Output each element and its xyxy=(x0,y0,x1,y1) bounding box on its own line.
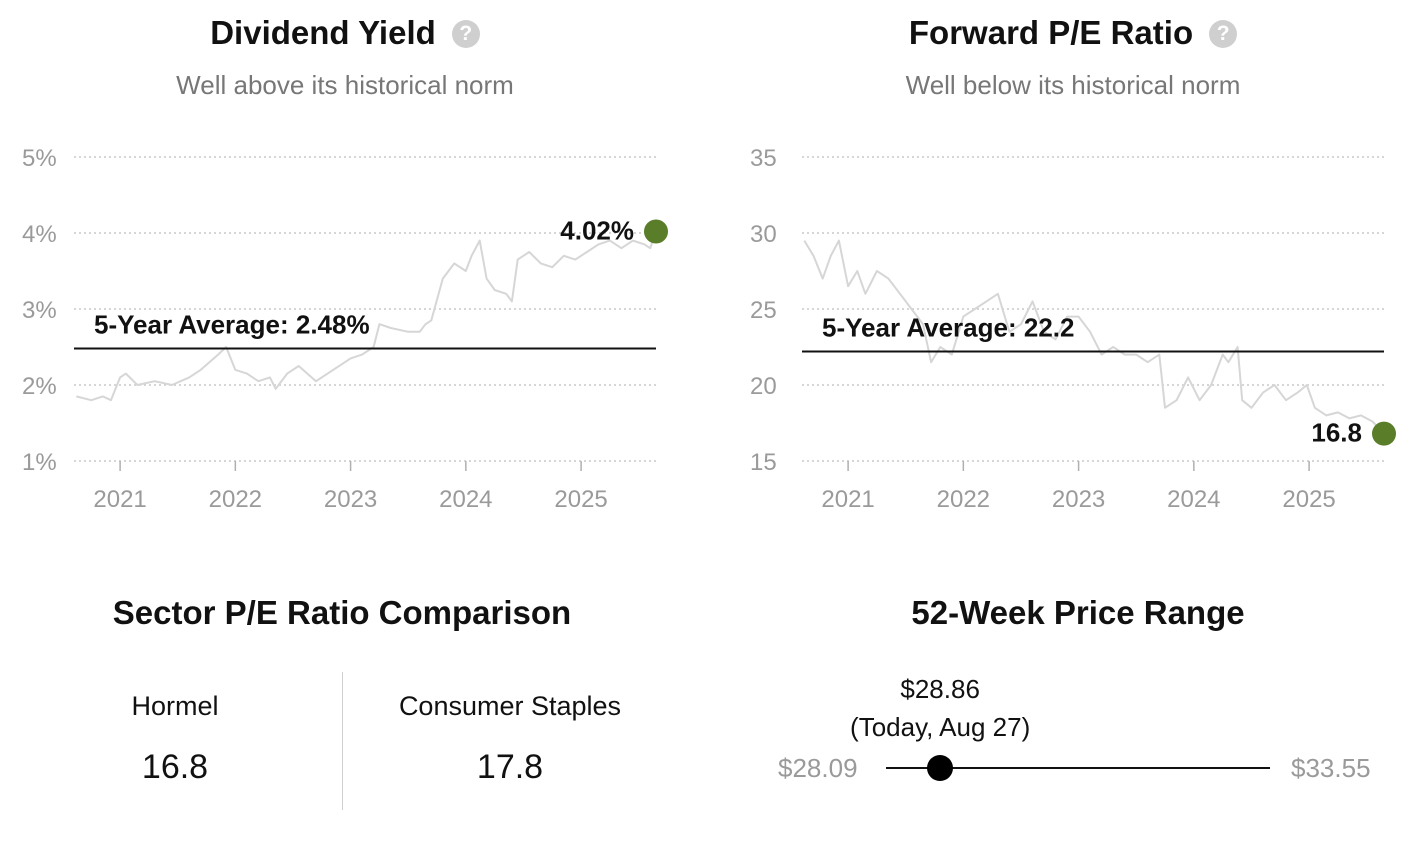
x-tick-label: 2021 xyxy=(821,486,874,513)
sector-pe-title: Sector P/E Ratio Comparison xyxy=(112,594,572,631)
range-track xyxy=(886,767,1270,769)
y-tick-label: 25 xyxy=(750,297,777,324)
price-range-title: 52-Week Price Range xyxy=(911,594,1245,631)
dividend-yield-title: Dividend Yield? xyxy=(0,14,690,52)
range-current-date: (Today, Aug 27) xyxy=(850,712,1031,742)
y-tick-label: 4% xyxy=(22,221,57,248)
x-tick-label: 2022 xyxy=(937,486,990,513)
y-tick-label: 5% xyxy=(22,145,57,172)
sector-left-value: 16.8 xyxy=(141,748,209,786)
dividend-yield-subtitle: Well above its historical norm xyxy=(176,70,514,100)
question-circle-icon[interactable]: ? xyxy=(451,20,480,48)
series-line xyxy=(76,231,657,402)
current-value-label: 4.02% xyxy=(560,215,634,245)
range-low-price: $28.09 xyxy=(778,753,858,783)
dividend-yield-title-text: Dividend Yield xyxy=(210,14,436,51)
sector-right-label: Consumer Staples xyxy=(398,691,622,721)
y-tick-label: 20 xyxy=(750,373,777,400)
x-tick-label: 2025 xyxy=(554,486,607,513)
average-label: 5-Year Average: 22.2 xyxy=(822,313,1074,343)
x-tick-label: 2025 xyxy=(1282,486,1335,513)
current-value-dot xyxy=(1372,421,1396,446)
y-tick-label: 15 xyxy=(750,449,777,476)
x-tick-label: 2024 xyxy=(1167,486,1220,513)
sector-left-label: Hormel xyxy=(131,691,219,721)
x-tick-label: 2022 xyxy=(209,486,262,513)
series-line xyxy=(803,239,1385,435)
forward-pe-title-text: Forward P/E Ratio xyxy=(908,14,1194,51)
sector-right-value: 17.8 xyxy=(476,748,544,786)
forward-pe-title: Forward P/E Ratio? xyxy=(728,14,1418,52)
forward-pe-chart: 35 30 25 20 15 2021 2022 2023 2024 2025 5-Year Ave… xyxy=(750,145,1396,513)
range-high-price: $33.55 xyxy=(1291,753,1371,783)
x-tick-label: 2021 xyxy=(93,486,146,513)
x-tick-label: 2024 xyxy=(439,486,492,513)
range-current-label: $28.86 (Today, Aug 27) xyxy=(810,670,1070,746)
current-value-label: 16.8 xyxy=(1311,418,1362,448)
range-current-marker xyxy=(927,755,954,781)
range-current-price: $28.86 xyxy=(900,674,980,704)
current-value-dot xyxy=(644,219,668,244)
y-tick-label: 3% xyxy=(22,297,57,324)
forward-pe-subtitle: Well below its historical norm xyxy=(905,70,1241,100)
x-tick-label: 2023 xyxy=(324,486,377,513)
y-tick-label: 2% xyxy=(22,373,57,400)
x-tick-label: 2023 xyxy=(1052,486,1105,513)
dividend-yield-chart: 5% 4% 3% 2% 1% 2021 2022 2023 2024 2025 5-Year Ave… xyxy=(22,145,668,513)
dividend-yield-panel: Dividend Yield? Well above its historica… xyxy=(0,0,690,540)
y-tick-label: 35 xyxy=(750,145,777,172)
sector-divider xyxy=(342,672,343,810)
question-circle-icon[interactable]: ? xyxy=(1209,20,1238,48)
y-tick-label: 1% xyxy=(22,449,57,476)
average-label: 5-Year Average: 2.48% xyxy=(94,310,370,340)
forward-pe-panel: Forward P/E Ratio? Well below its histor… xyxy=(728,0,1418,540)
y-tick-label: 30 xyxy=(750,221,777,248)
